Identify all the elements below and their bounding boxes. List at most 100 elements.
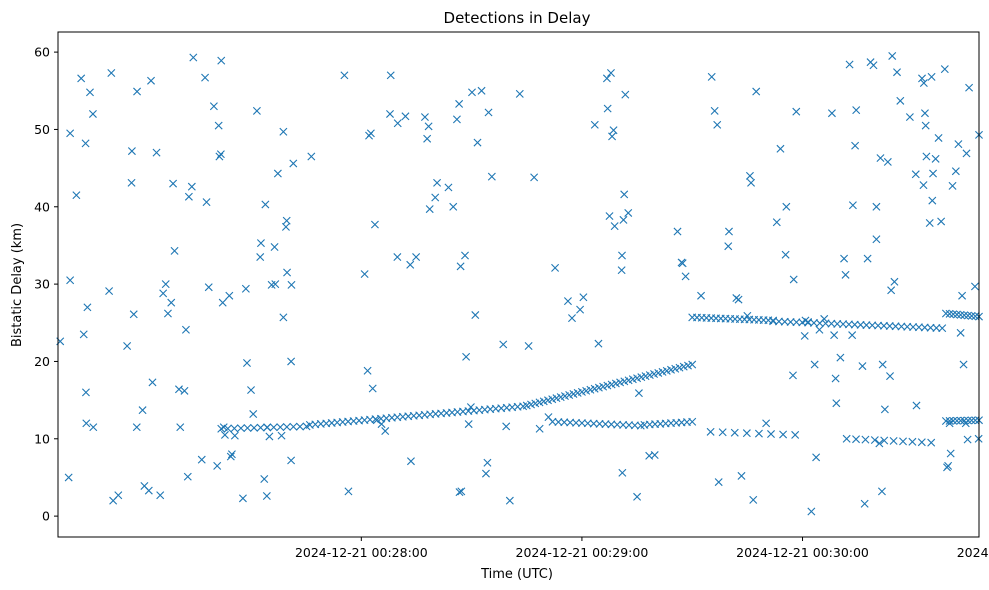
data-point [956,416,965,425]
data-point [295,422,304,431]
data-point [730,428,739,437]
data-point [607,420,616,429]
data-point [64,473,73,482]
data-point [926,323,935,332]
data-point [804,318,813,327]
data-point [851,141,860,150]
data-point [265,432,274,441]
data-point [809,318,818,327]
data-point [225,291,234,300]
data-point [890,277,899,286]
data-point [836,353,845,362]
data-point [609,126,618,135]
data-point [176,423,185,432]
data-point [769,317,778,326]
data-point [920,109,929,118]
data-point [88,109,97,118]
data-point [256,253,265,262]
data-point [420,113,429,122]
data-point [77,74,86,83]
data-point [260,475,269,483]
data-point [928,196,937,205]
data-point [937,217,946,226]
data-point [202,198,211,207]
data-point [963,416,972,425]
data-point [909,323,918,331]
data-point [425,205,434,214]
data-point [148,378,157,387]
x-tick-label: 2024-12-21 00:30:00 [736,545,869,560]
data-point [189,53,198,62]
data-point [831,374,840,383]
data-point [618,251,626,260]
data-point [89,423,98,432]
data-point [951,167,960,176]
data-point [911,170,920,179]
data-point [619,215,628,224]
data-point [105,287,114,296]
data-point [617,266,626,275]
x-axis-label: Time (UTC) [480,567,553,582]
data-point [956,328,965,337]
y-tick-label: 30 [34,277,50,292]
data-point [215,152,224,161]
data-point [745,171,754,180]
data-point [970,282,979,291]
data-point [554,418,563,427]
data-point [230,431,239,440]
data-point [610,222,619,231]
data-point [568,314,576,323]
data-point [914,323,923,332]
data-point [747,178,756,187]
data-point [860,499,869,508]
data-point [960,311,969,320]
data-point [499,340,508,349]
data-point [181,325,190,334]
data-point [912,401,921,410]
data-point [821,319,830,328]
data-point [217,56,226,65]
data-point [931,154,940,163]
data-point [406,260,415,269]
data-point [932,323,941,332]
data-point [174,385,183,394]
data-point [401,112,410,121]
data-point [850,320,859,329]
data-point [269,423,278,432]
data-point [370,220,379,229]
data-point [776,144,785,153]
data-point [502,422,511,431]
data-point [963,435,972,444]
data-point [862,321,871,330]
data-point [412,253,421,262]
data-point [786,317,795,326]
data-point [276,423,285,432]
data-point [220,430,229,439]
data-point [706,427,715,436]
data-point [79,330,88,339]
data-point [230,424,239,433]
data-point [956,310,965,319]
data-point [710,106,719,115]
data-point [877,487,886,496]
data-point [481,469,490,478]
data-point [307,152,316,161]
data-point [66,276,75,285]
data-point [944,461,953,470]
data-point [872,235,881,244]
data-point [477,86,486,95]
data-point [169,179,178,188]
data-point [938,324,947,333]
data-point [952,416,961,425]
data-point [868,321,877,330]
data-point [919,181,928,190]
data-point [213,461,222,470]
data-point [688,360,697,369]
data-point [241,284,250,293]
data-point [613,420,622,429]
data-point [919,79,928,88]
data-point [841,270,850,279]
data-point [861,435,870,444]
data-point [869,61,878,70]
data-point [962,149,971,158]
